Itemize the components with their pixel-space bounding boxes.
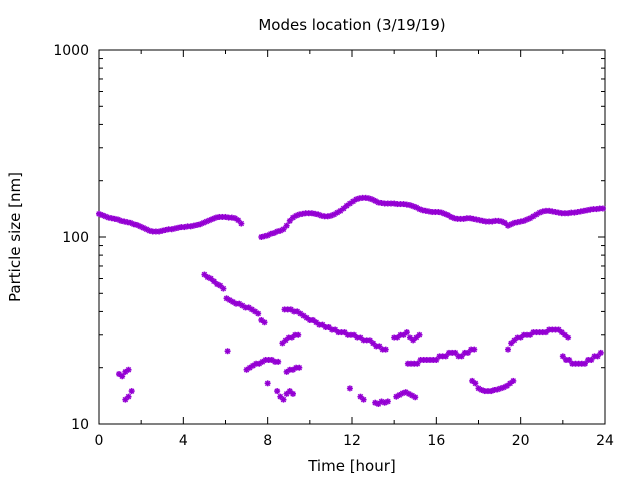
data-point xyxy=(220,285,227,292)
data-point xyxy=(275,358,282,365)
data-point xyxy=(599,205,606,212)
data-point xyxy=(128,388,135,395)
data-point xyxy=(231,215,238,222)
data-point xyxy=(125,393,132,400)
plot-frame xyxy=(98,49,606,425)
data-point xyxy=(403,329,410,336)
x-tick-label: 16 xyxy=(427,433,445,449)
data-point xyxy=(313,319,320,326)
data-point xyxy=(597,349,604,356)
data-point xyxy=(458,353,465,360)
x-axis-ticks: 0 4 8 12 16 20 24 xyxy=(95,50,614,449)
data-point xyxy=(507,380,514,387)
data-point xyxy=(412,394,419,401)
y-tick-label: 10 xyxy=(71,417,89,433)
data-point xyxy=(255,310,262,317)
data-point xyxy=(224,348,231,355)
data-point xyxy=(505,346,512,353)
y-tick-label: 100 xyxy=(62,230,89,246)
data-point xyxy=(382,346,389,353)
y-axis-ticks: 10 100 1000 xyxy=(53,43,605,433)
data-point xyxy=(416,331,423,338)
data-point xyxy=(296,364,303,371)
data-point xyxy=(286,388,293,395)
data-point xyxy=(410,337,417,344)
data-point xyxy=(346,385,353,392)
x-tick-label: 24 xyxy=(596,433,614,449)
data-point xyxy=(571,209,578,216)
data-point xyxy=(217,282,224,289)
data-point xyxy=(357,334,364,341)
data-point xyxy=(279,340,286,347)
data-point xyxy=(210,278,217,285)
data-point xyxy=(471,346,478,353)
data-point xyxy=(565,334,572,341)
data-point xyxy=(261,319,268,326)
data-point xyxy=(280,396,287,403)
x-tick-label: 12 xyxy=(343,433,361,449)
data-point xyxy=(274,388,281,395)
data-point xyxy=(503,382,510,389)
data-point xyxy=(469,377,476,384)
data-point xyxy=(238,220,245,227)
data-point xyxy=(119,373,126,380)
data-point xyxy=(283,222,290,229)
data-point xyxy=(472,380,479,387)
data-point xyxy=(289,390,296,397)
data-point xyxy=(264,380,271,387)
x-tick-label: 4 xyxy=(179,433,188,449)
chart-title: Modes location (3/19/19) xyxy=(258,16,445,34)
minor-ticks xyxy=(99,50,605,424)
y-tick-label: 1000 xyxy=(53,43,89,59)
x-axis-label: Time [hour] xyxy=(307,457,396,475)
data-point xyxy=(510,377,517,384)
y-axis-label: Particle size [nm] xyxy=(6,172,24,302)
data-point xyxy=(295,331,302,338)
data-point xyxy=(201,271,208,278)
data-point xyxy=(384,398,391,405)
x-tick-label: 8 xyxy=(263,433,272,449)
x-tick-label: 20 xyxy=(512,433,530,449)
data-point xyxy=(360,396,367,403)
data-points xyxy=(96,194,606,407)
data-point xyxy=(125,366,132,373)
data-point xyxy=(297,310,304,317)
x-tick-label: 0 xyxy=(95,433,104,449)
data-point xyxy=(581,360,588,367)
